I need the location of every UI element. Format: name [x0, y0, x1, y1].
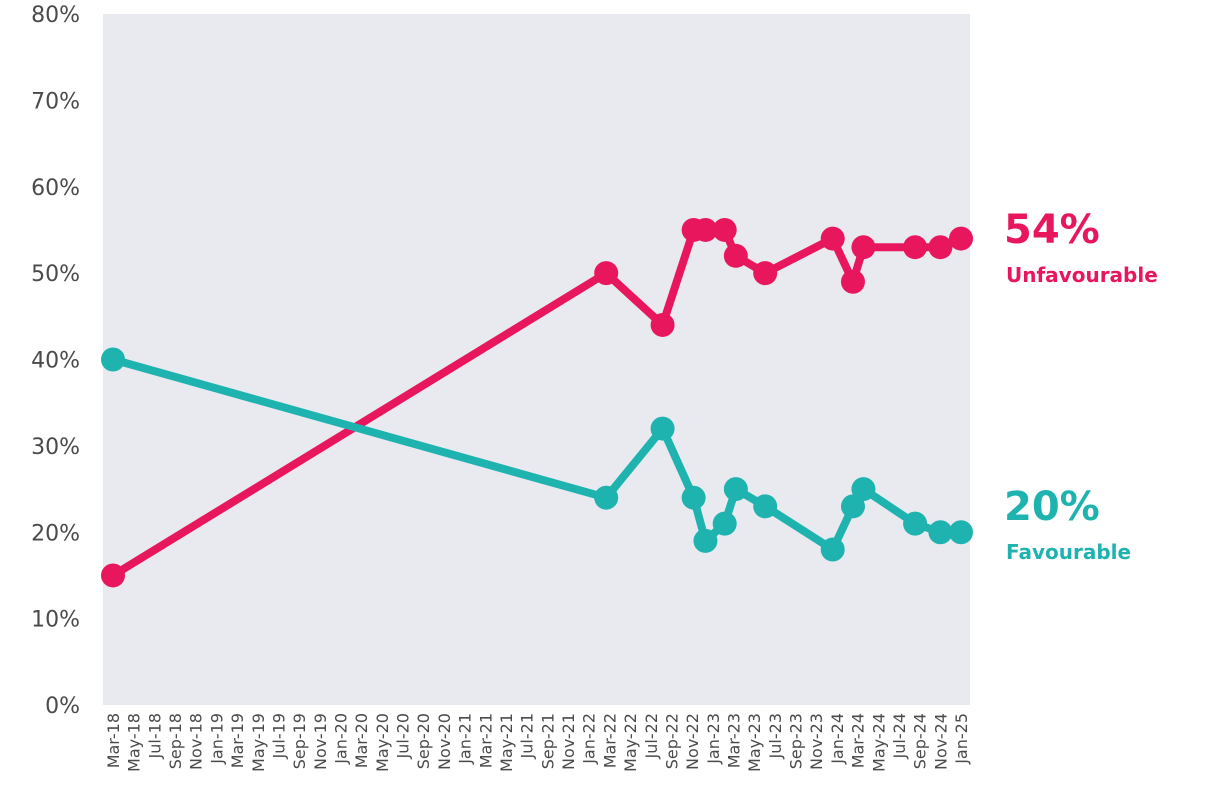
data-point	[949, 520, 973, 545]
x-tick-label: Mar-18	[104, 713, 123, 768]
y-tick-label: 10%	[31, 608, 80, 633]
x-tick-label: Sep-19	[290, 713, 309, 769]
data-point	[594, 485, 619, 510]
data-point	[693, 528, 718, 553]
x-tick-label: Jul-19	[269, 713, 288, 759]
data-point	[820, 226, 845, 251]
x-tick-label: Nov-24	[931, 713, 950, 770]
data-point	[928, 520, 953, 545]
data-point	[840, 494, 865, 519]
x-tick-label: Nov-19	[311, 713, 330, 770]
x-tick-label: Nov-23	[807, 713, 826, 770]
x-tick-label: May-19	[249, 713, 268, 772]
x-tick-label: May-22	[621, 713, 640, 772]
x-tick-label: Jul-18	[145, 713, 164, 759]
data-point	[101, 347, 125, 372]
x-tick-label: Jan-20	[332, 713, 351, 765]
data-point	[851, 477, 876, 502]
data-point	[712, 217, 737, 242]
x-tick-label: Jul-21	[518, 713, 537, 759]
x-tick-label: Jan-23	[704, 713, 723, 765]
x-tick-label: Jan-25	[952, 713, 971, 765]
x-axis-ticks: Mar-18 May-18 Jul-18 Sep-18 Nov-18 Jan-19 Mar-…	[104, 713, 971, 772]
x-tick-label: Jul-24	[890, 713, 909, 759]
data-point	[594, 261, 619, 286]
x-tick-label: Mar-23	[724, 713, 743, 768]
x-tick-label: May-24	[869, 713, 888, 772]
data-point	[723, 243, 748, 268]
end-series-label: Unfavourable	[1006, 263, 1158, 287]
x-tick-label: Mar-22	[600, 713, 619, 768]
x-tick-label: Sep-18	[166, 713, 185, 769]
y-axis-ticks: 0% 10% 20% 30% 40% 50% 60% 70% 80%	[31, 3, 80, 719]
y-tick-label: 0%	[45, 694, 80, 719]
data-point	[753, 261, 778, 286]
x-tick-label: Sep-23	[787, 713, 806, 769]
data-point	[928, 235, 953, 260]
y-tick-label: 50%	[31, 262, 80, 287]
x-tick-label: Jul-23	[766, 713, 785, 759]
y-tick-label: 80%	[31, 3, 80, 28]
x-tick-label: Nov-21	[559, 713, 578, 770]
x-tick-label: Sep-21	[538, 713, 557, 769]
x-tick-label: Sep-20	[414, 713, 433, 769]
x-tick-label: Jan-19	[207, 713, 226, 765]
end-labels: 54% Unfavourable 20% Favourable	[1004, 207, 1158, 564]
data-point	[650, 312, 675, 337]
data-point	[851, 235, 876, 260]
data-point	[949, 226, 973, 251]
end-series-label: Favourable	[1006, 540, 1131, 564]
x-tick-label: Nov-20	[435, 713, 454, 770]
x-tick-label: May-21	[497, 713, 516, 772]
data-point	[681, 485, 706, 510]
x-tick-label: Mar-19	[228, 713, 247, 768]
data-point	[650, 416, 675, 441]
data-point	[693, 217, 718, 242]
x-tick-label: Jan-21	[456, 713, 475, 765]
x-tick-label: Jul-20	[394, 713, 413, 759]
x-tick-label: Nov-18	[187, 713, 206, 770]
y-tick-label: 70%	[31, 89, 80, 114]
x-tick-label: Sep-22	[662, 713, 681, 769]
x-tick-label: Mar-21	[476, 713, 495, 768]
x-tick-label: Mar-20	[352, 713, 371, 768]
x-tick-label: May-18	[125, 713, 144, 772]
data-point	[820, 537, 845, 562]
plot-background	[103, 14, 970, 705]
y-tick-label: 20%	[31, 521, 80, 546]
data-point	[753, 494, 778, 519]
y-tick-label: 60%	[31, 176, 80, 201]
x-tick-label: May-23	[745, 713, 764, 772]
x-tick-label: Jan-24	[828, 713, 847, 765]
x-tick-label: Jul-22	[642, 713, 661, 759]
x-tick-label: Nov-22	[683, 713, 702, 770]
x-tick-label: Jan-22	[580, 713, 599, 765]
data-point	[712, 511, 737, 536]
data-point	[723, 477, 748, 502]
data-point	[903, 511, 928, 536]
end-value-label: 54%	[1004, 207, 1100, 253]
series-layer	[101, 217, 973, 588]
x-tick-label: Mar-24	[849, 713, 868, 768]
data-point	[903, 235, 928, 260]
y-tick-label: 30%	[31, 435, 80, 460]
y-tick-label: 40%	[31, 349, 80, 374]
end-value-label: 20%	[1004, 484, 1100, 530]
data-point	[101, 563, 125, 588]
data-point	[840, 269, 865, 294]
x-tick-label: May-20	[373, 713, 392, 772]
x-tick-label: Sep-24	[911, 713, 930, 769]
